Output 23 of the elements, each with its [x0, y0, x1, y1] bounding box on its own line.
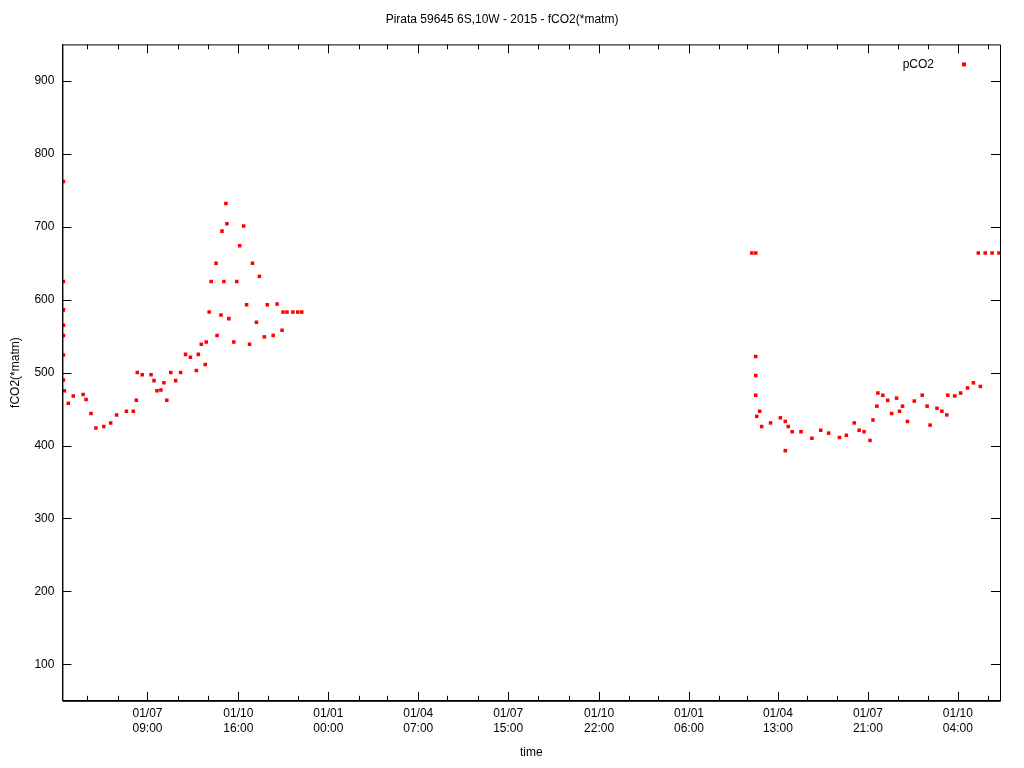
x-tick-label: 01/04 07:00: [403, 706, 434, 735]
x-tick-label: 01/10 16:00: [223, 706, 254, 735]
y-tick-label: 600: [34, 291, 55, 306]
y-axis-title: fCO2(*matm): [7, 337, 22, 408]
y-tick-label: 100: [34, 656, 55, 671]
chart-title: Pirata 59645 6S,10W - 2015 - fCO2(*matm): [385, 11, 619, 26]
y-tick-label: 800: [34, 146, 55, 161]
y-tick-label: 500: [34, 364, 55, 379]
legend-label: pCO2: [902, 56, 935, 71]
x-tick-label: 01/01 06:00: [674, 706, 705, 735]
x-tick-label: 01/10 04:00: [942, 706, 974, 735]
x-tick-label: 01/04 13:00: [762, 706, 794, 735]
y-tick-label: 200: [34, 583, 55, 598]
x-tick-label: 01/07 09:00: [132, 706, 163, 735]
x-tick-label: 01/07 15:00: [493, 706, 524, 735]
x-tick-label: 01/07 21:00: [852, 706, 884, 735]
x-axis-title: time: [519, 745, 543, 760]
x-tick-label: 01/01 00:00: [313, 706, 344, 735]
y-tick-label: 900: [34, 73, 55, 88]
y-tick-label: 300: [34, 510, 55, 525]
x-tick-label: 01/10 22:00: [584, 706, 615, 735]
y-tick-label: 700: [34, 219, 55, 234]
y-tick-label: 400: [34, 437, 55, 452]
